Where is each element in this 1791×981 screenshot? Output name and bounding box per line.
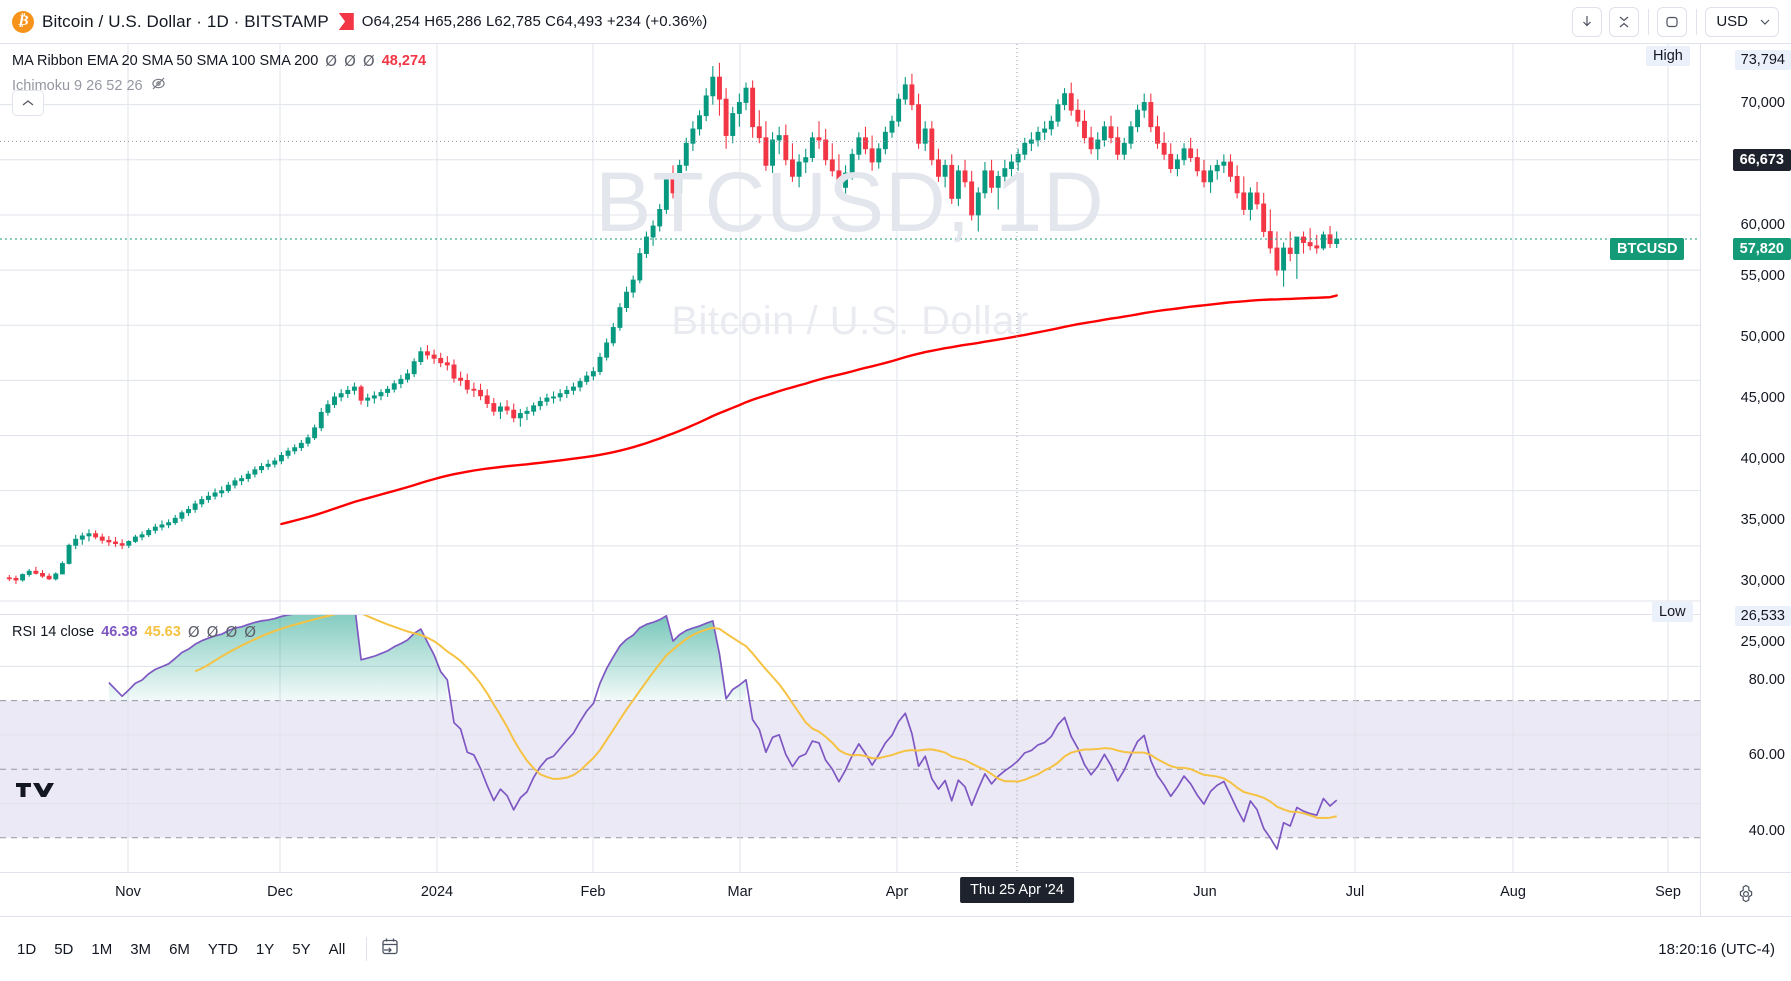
rsi-tick-40: 40.00	[1748, 823, 1785, 839]
fullscreen-icon[interactable]	[1657, 6, 1688, 37]
rsi-null-2: Ø	[206, 622, 219, 641]
bottom-toolbar: 1D 5D 1M 3M 6M YTD 1Y 5Y All 18:20:16 (U…	[0, 916, 1791, 981]
rsi-tick-80: 80.00	[1748, 672, 1785, 688]
price-tick-55000: 55,000	[1740, 268, 1785, 284]
symbol-block[interactable]: ₿ Bitcoin / U.S. Dollar · 1D · BITSTAMP	[0, 10, 329, 33]
time-label-mar: Mar	[727, 884, 753, 900]
timeframe-1y[interactable]: 1Y	[255, 940, 275, 958]
bitcoin-icon: ₿	[12, 10, 34, 33]
timeframe-ytd[interactable]: YTD	[207, 940, 238, 958]
clock-label: 18:20:16 (UTC-4)	[1658, 940, 1775, 958]
price-tick-35000: 35,000	[1740, 512, 1785, 528]
rsi-title: RSI 14 close	[12, 623, 95, 640]
time-label-apr: Apr	[885, 884, 909, 900]
rsi-chart	[0, 615, 1700, 872]
rsi-value: 46.38	[101, 623, 138, 640]
chart-header-toolbar: ₿ Bitcoin / U.S. Dollar · 1D · BITSTAMP …	[0, 0, 1791, 44]
last-price-tag: 57,820	[1732, 238, 1791, 260]
rsi-ma-value: 45.63	[144, 623, 181, 640]
ma-null-1: Ø	[325, 51, 338, 70]
collapse-vertical-icon[interactable]	[1609, 6, 1640, 37]
header-right-tools: USD	[1572, 0, 1791, 44]
time-label-jul: Jul	[1345, 884, 1365, 900]
toolbar-divider	[1648, 8, 1650, 35]
toolbar-divider-2	[1696, 8, 1698, 35]
timeframe-3m[interactable]: 3M	[130, 940, 152, 958]
legend-rsi[interactable]: RSI 14 close 46.38 45.63 Ø Ø Ø Ø	[12, 619, 256, 644]
rsi-null-3: Ø	[225, 622, 238, 641]
price-tick-40000: 40,000	[1740, 451, 1785, 467]
time-axis[interactable]: Nov Dec 2024 Feb Mar Apr Thu 25 Apr '24 …	[0, 872, 1791, 917]
crosshair-date-label: Thu 25 Apr '24	[960, 877, 1074, 903]
time-label-feb: Feb	[580, 884, 606, 900]
eye-off-icon[interactable]	[150, 76, 167, 96]
ma-ribbon-value: 48,274	[381, 52, 427, 69]
ma-null-2: Ø	[344, 51, 356, 70]
price-tick-45000: 45,000	[1740, 390, 1785, 406]
price-tick-70000: 70,000	[1740, 95, 1785, 111]
price-axis[interactable]: 73,794 70,000 65,000 66,673 60,000 57,82…	[1700, 44, 1791, 872]
download-icon[interactable]	[1572, 6, 1603, 37]
ma-ribbon-title: MA Ribbon EMA 20 SMA 50 SMA 100 SMA 200	[12, 52, 319, 69]
timeframe-1d[interactable]: 1D	[17, 940, 37, 958]
timeframe-all[interactable]: All	[328, 940, 346, 958]
ma-null-3: Ø	[362, 51, 375, 70]
time-label-nov: Nov	[115, 884, 141, 900]
rsi-pane[interactable]: RSI 14 close 46.38 45.63 Ø Ø Ø Ø	[0, 614, 1700, 872]
timeframe-5d[interactable]: 5D	[54, 940, 74, 958]
price-pane[interactable]	[0, 44, 1700, 612]
high-badge: High	[1646, 46, 1690, 66]
indicator-legend: MA Ribbon EMA 20 SMA 50 SMA 100 SMA 200 …	[12, 48, 426, 98]
chevron-down-icon	[1760, 19, 1770, 25]
time-label-jun: Jun	[1193, 884, 1217, 900]
time-label-aug: Aug	[1500, 884, 1526, 900]
time-label-dec: Dec	[267, 884, 293, 900]
time-label-2024: 2024	[420, 884, 454, 900]
candlestick-chart	[0, 44, 1700, 612]
rsi-null-4: Ø	[244, 622, 257, 641]
ohlc-values: O64,254 H65,286 L62,785 C64,493 +234 (+0…	[361, 13, 708, 30]
ichimoku-title: Ichimoku 9 26 52 26	[12, 77, 143, 94]
symbol-title[interactable]: Bitcoin / U.S. Dollar · 1D · BITSTAMP	[42, 11, 329, 31]
timeframe-6m[interactable]: 6M	[169, 940, 190, 958]
chart-plot-area[interactable]: BTCUSD, 1D Bitcoin / U.S. Dollar RSI 14 …	[0, 44, 1700, 872]
price-tick-30000: 30,000	[1740, 573, 1785, 589]
low-badge: Low	[1652, 602, 1693, 622]
crosshair-price-tag: 66,673	[1732, 149, 1791, 171]
tradingview-logo	[16, 779, 56, 808]
collapse-legend-button[interactable]	[12, 90, 44, 116]
time-label-sep: Sep	[1655, 884, 1681, 900]
go-to-date-icon[interactable]	[379, 936, 401, 963]
time-axis-divider	[1700, 873, 1701, 917]
price-tick-60000: 60,000	[1740, 217, 1785, 233]
price-tick-50000: 50,000	[1740, 329, 1785, 345]
timeframe-1m[interactable]: 1M	[91, 940, 113, 958]
price-tick-25000: 25,000	[1740, 634, 1785, 650]
price-tick-low: 26,533	[1734, 606, 1791, 626]
price-tick-high: 73,794	[1734, 50, 1791, 70]
currency-selector[interactable]: USD	[1705, 6, 1779, 37]
bottom-divider	[366, 937, 368, 961]
currency-label: USD	[1716, 13, 1748, 30]
legend-ichimoku[interactable]: Ichimoku 9 26 52 26	[12, 73, 426, 98]
timeframe-5y[interactable]: 5Y	[292, 940, 311, 958]
rsi-null-1: Ø	[187, 622, 200, 641]
red-flag-icon	[338, 13, 354, 30]
legend-ma-ribbon[interactable]: MA Ribbon EMA 20 SMA 50 SMA 100 SMA 200 …	[12, 48, 426, 73]
symbol-price-tag: BTCUSD	[1610, 238, 1685, 260]
gear-icon[interactable]	[1735, 883, 1757, 910]
rsi-tick-60: 60.00	[1748, 747, 1785, 763]
